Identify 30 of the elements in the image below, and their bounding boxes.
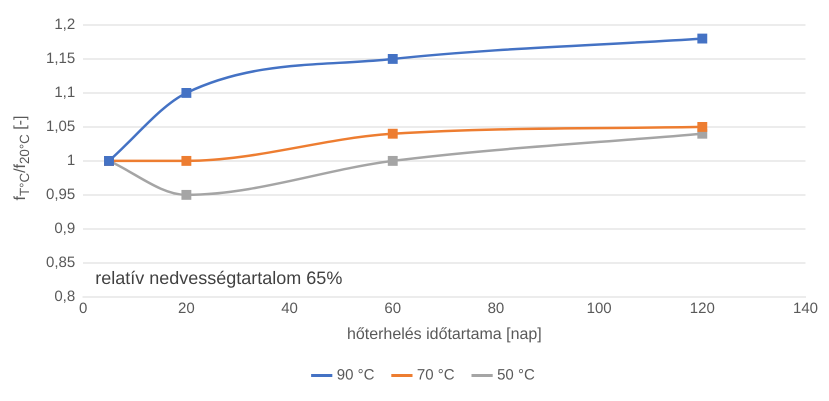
annotation: relatív nedvességtartalom 65% — [95, 268, 342, 288]
x-tick-label: 140 — [792, 300, 818, 317]
y-tick-label: 0,95 — [46, 186, 76, 204]
x-tick-label: 40 — [281, 300, 298, 317]
y-tick-label: 0,85 — [46, 254, 76, 271]
point — [388, 156, 398, 166]
y-tick-label: 0,8 — [54, 288, 76, 305]
point — [181, 156, 192, 166]
legend-label: 90 °C — [336, 366, 375, 384]
y-tick-label: 1,1 — [54, 84, 76, 102]
x-tick-label: 100 — [586, 300, 612, 317]
y-tick-label: 1,15 — [46, 50, 76, 68]
point — [388, 54, 398, 64]
x-tick-label: 80 — [488, 300, 504, 317]
point — [181, 190, 192, 200]
x-axis-title: hőterhelés időtartama [nap] — [346, 326, 542, 343]
y-tick-label: 1 — [66, 152, 76, 170]
x-tick-label: 0 — [79, 300, 88, 317]
point — [181, 88, 192, 98]
x-tick-label: 20 — [178, 300, 195, 317]
point — [388, 128, 398, 139]
x-tick-label: 120 — [690, 300, 715, 317]
x-tick-label: 60 — [384, 300, 402, 317]
point — [697, 122, 708, 132]
legend-label: 50 °C — [497, 366, 535, 384]
y-tick-label: 1,05 — [46, 118, 76, 136]
y-tick-label: 1,2 — [54, 16, 76, 34]
y-tick-label: 0,9 — [54, 220, 76, 237]
legend-label: 70 °C — [416, 366, 455, 384]
point — [697, 34, 708, 44]
